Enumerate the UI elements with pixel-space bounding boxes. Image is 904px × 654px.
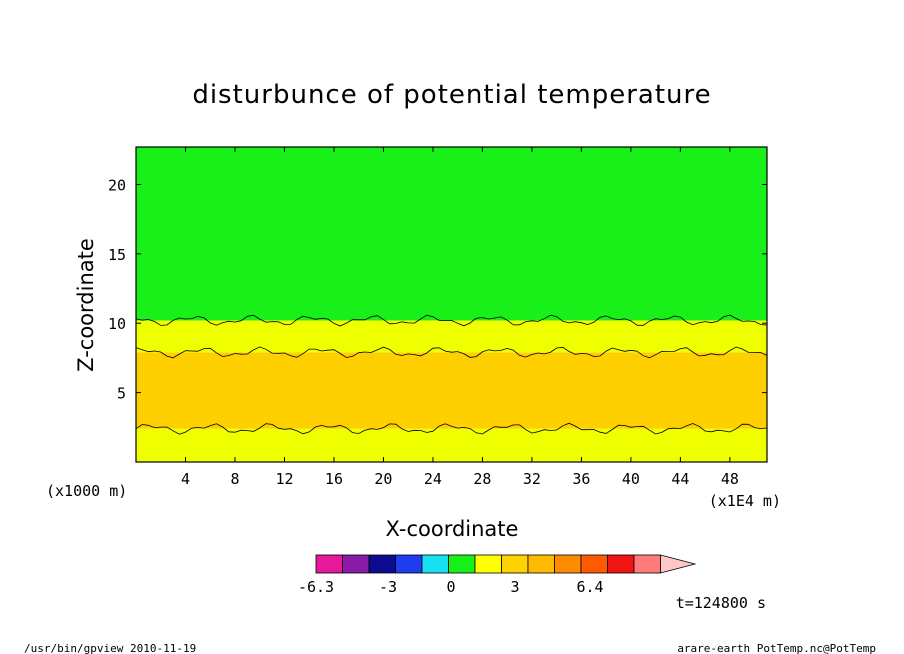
x-tick-label: 40 bbox=[622, 470, 640, 488]
contour-line bbox=[136, 314, 767, 327]
colorbar-swatch bbox=[342, 554, 370, 574]
colorbar-swatch bbox=[501, 554, 529, 574]
colorbar-swatch bbox=[660, 554, 697, 574]
band-lowest bbox=[136, 428, 767, 462]
colorbar-tick-label: 0 bbox=[446, 578, 455, 596]
colorbar-swatch bbox=[633, 554, 661, 574]
time-label: t=124800 s bbox=[676, 594, 766, 612]
colorbar-tick-label: 6.4 bbox=[576, 578, 603, 596]
x-tick-label: 36 bbox=[572, 470, 590, 488]
band-neutral bbox=[136, 147, 767, 321]
colorbar-swatch bbox=[474, 554, 502, 574]
colorbar-swatch bbox=[580, 554, 608, 574]
colorbar-tick-label: -6.3 bbox=[298, 578, 334, 596]
x-unit-label: (x1000 m) bbox=[46, 482, 127, 500]
colorbar-swatch bbox=[421, 554, 449, 574]
colorbar-swatch bbox=[607, 554, 635, 574]
y-tick-label: 15 bbox=[108, 246, 126, 264]
plot-frame bbox=[135, 146, 768, 463]
contour-line bbox=[136, 422, 767, 435]
colorbar-tick-label: 3 bbox=[510, 578, 519, 596]
contour-line bbox=[136, 346, 767, 359]
colorbar-swatch bbox=[554, 554, 582, 574]
colorbar-ticks: -6.3 -3 0 3 6.4 bbox=[298, 578, 604, 596]
footer-right: arare-earth_PotTemp.nc@PotTemp bbox=[677, 642, 876, 654]
colorbar-swatch bbox=[448, 554, 476, 574]
x-tick-label: 32 bbox=[523, 470, 541, 488]
x-scale-label: (x1E4 m) bbox=[709, 492, 781, 510]
x-tick-label: 4 bbox=[181, 470, 190, 488]
x-tick-label: 44 bbox=[671, 470, 689, 488]
footer-left: /usr/bin/gpview 2010-11-19 bbox=[24, 642, 196, 654]
band-warm bbox=[136, 352, 767, 429]
x-tick-label: 48 bbox=[721, 470, 739, 488]
colorbar-swatch bbox=[315, 554, 343, 574]
x-tick-label: 20 bbox=[374, 470, 392, 488]
x-tick-label: 8 bbox=[230, 470, 239, 488]
x-tick-label: 28 bbox=[473, 470, 491, 488]
y-tick-label: 20 bbox=[108, 176, 126, 194]
x-axis-title: X-coordinate bbox=[386, 517, 519, 541]
y-tick-label: 10 bbox=[108, 315, 126, 333]
chart-title: disturbunce of potential temperature bbox=[192, 80, 711, 110]
y-axis-title: Z-coordinate bbox=[74, 238, 98, 372]
y-axis: 5 10 15 20 bbox=[108, 176, 767, 403]
colorbar-swatch bbox=[527, 554, 555, 574]
colorbar-tick-label: -3 bbox=[379, 578, 397, 596]
x-tick-label: 16 bbox=[325, 470, 343, 488]
colorbar-swatch bbox=[368, 554, 396, 574]
contour-field bbox=[136, 147, 767, 462]
y-tick-label: 5 bbox=[117, 385, 126, 403]
band-upper-warm bbox=[136, 320, 767, 353]
colorbar bbox=[315, 554, 697, 574]
x-tick-label: 24 bbox=[424, 470, 442, 488]
colorbar-swatch bbox=[395, 554, 423, 574]
x-tick-label: 12 bbox=[275, 470, 293, 488]
x-axis: 4 8 12 16 20 24 28 32 36 40 44 48 bbox=[181, 147, 739, 488]
